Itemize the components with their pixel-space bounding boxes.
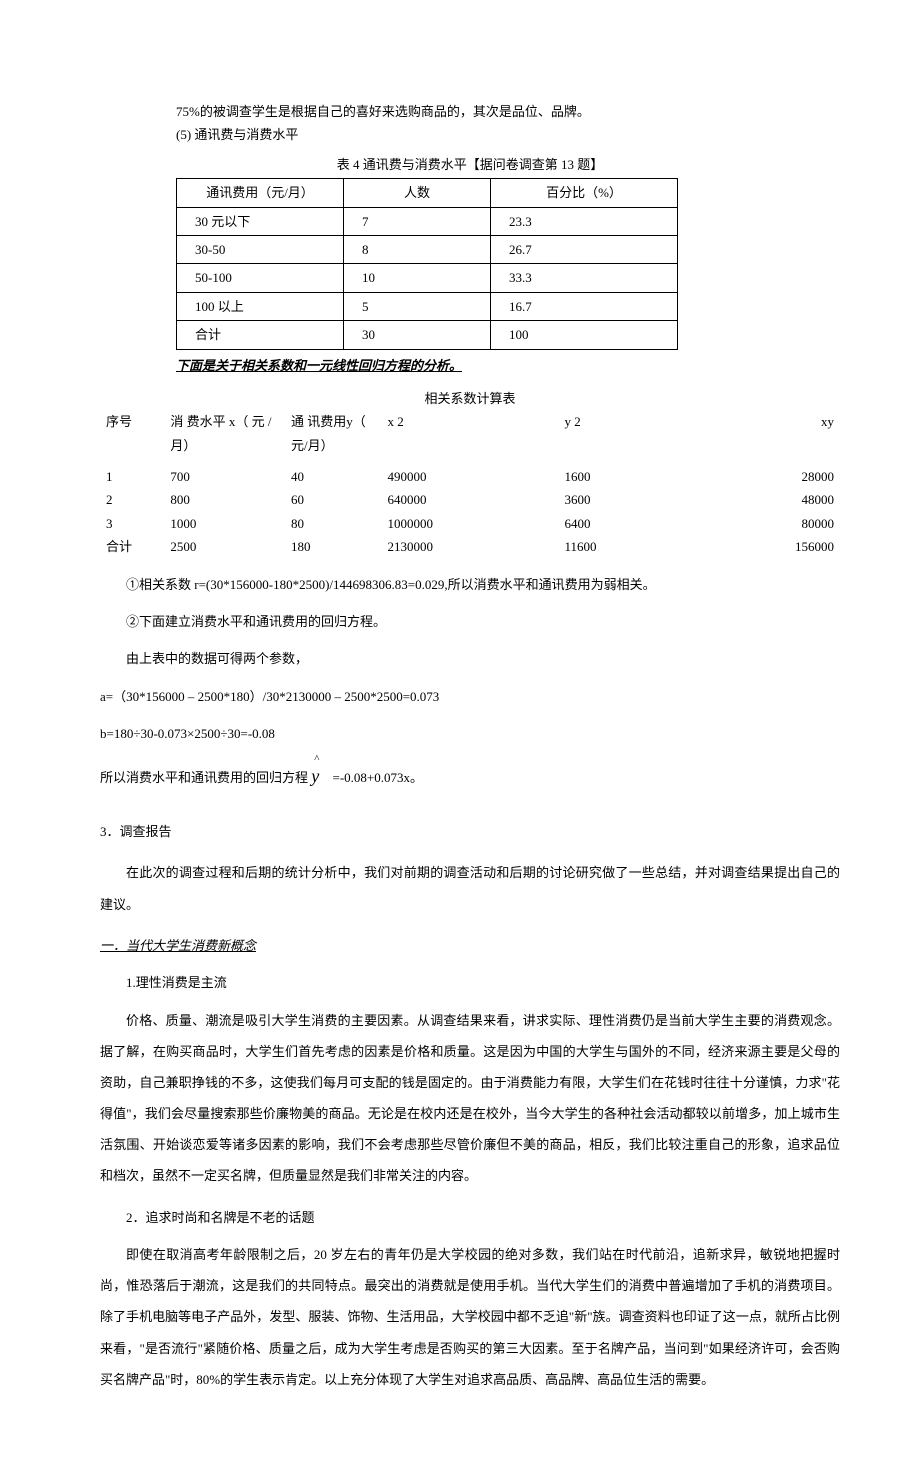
- table4-col-2: 百分比（%）: [491, 179, 678, 207]
- cell: 80: [285, 512, 382, 535]
- ch-2: 通 讯费用y（ 元/月）: [285, 410, 382, 457]
- step-4: a=（30*156000 – 2500*180）/30*2130000 – 25…: [100, 685, 840, 708]
- cell: 50-100: [177, 264, 344, 292]
- cell: 48000: [719, 488, 840, 511]
- cell: 合计: [177, 321, 344, 349]
- step-2: ②下面建立消费水平和通讯费用的回归方程。: [100, 610, 840, 633]
- table4-col-0: 通讯费用（元/月）: [177, 179, 344, 207]
- table4-title: 表 4 通讯费与消费水平【据问卷调查第 13 题】: [100, 153, 840, 176]
- cell: 100 以上: [177, 292, 344, 320]
- cell: 800: [164, 488, 285, 511]
- cell: 156000: [719, 535, 840, 558]
- ch-1: 消 费水平 x（ 元 /月）: [164, 410, 285, 457]
- table-row: 合计 30 100: [177, 321, 678, 349]
- correl-table: 序号 消 费水平 x（ 元 /月） 通 讯费用y（ 元/月） x 2 y 2 x…: [100, 410, 840, 558]
- section-1-title: 一．当代大学生消费新概念: [100, 934, 840, 957]
- cell: 2130000: [381, 535, 558, 558]
- step-6-pre: 所以消费水平和通讯费用的回归方程: [100, 770, 308, 785]
- section-1-2-body: 即使在取消高考年龄限制之后，20 岁左右的青年仍是大学校园的绝对多数，我们站在时…: [100, 1239, 840, 1395]
- cell: 30 元以下: [177, 207, 344, 235]
- cell: 3600: [558, 488, 719, 511]
- step-6-post: =-0.08+0.073x。: [333, 770, 424, 785]
- cell: 23.3: [491, 207, 678, 235]
- cell: 60: [285, 488, 382, 511]
- cell: 2500: [164, 535, 285, 558]
- cell: 100: [491, 321, 678, 349]
- cell: 1000000: [381, 512, 558, 535]
- table-row: 2 800 60 640000 3600 48000: [100, 488, 840, 511]
- table4: 通讯费用（元/月） 人数 百分比（%） 30 元以下 7 23.3 30-50 …: [176, 178, 678, 349]
- report-intro: 在此次的调查过程和后期的统计分析中，我们对前期的调查活动和后期的讨论研究做了一些…: [100, 857, 840, 919]
- table-row: 合计 2500 180 2130000 11600 156000: [100, 535, 840, 558]
- cell: 6400: [558, 512, 719, 535]
- step-5: b=180÷30-0.073×2500÷30=-0.08: [100, 722, 840, 745]
- correl-header: 序号 消 费水平 x（ 元 /月） 通 讯费用y（ 元/月） x 2 y 2 x…: [100, 410, 840, 457]
- yhat-symbol: y: [311, 760, 329, 792]
- cell: 合计: [100, 535, 164, 558]
- ch-5: xy: [719, 410, 840, 457]
- cell: 3: [100, 512, 164, 535]
- cell: 640000: [381, 488, 558, 511]
- cell: 1600: [558, 465, 719, 488]
- table-row: 30-50 8 26.7: [177, 235, 678, 263]
- table-row: 50-100 10 33.3: [177, 264, 678, 292]
- cell: 30-50: [177, 235, 344, 263]
- cell: 7: [344, 207, 491, 235]
- cell: 28000: [719, 465, 840, 488]
- cell: 80000: [719, 512, 840, 535]
- section-1-1-title: 1.理性消费是主流: [126, 971, 840, 994]
- cell: 30: [344, 321, 491, 349]
- cell: 16.7: [491, 292, 678, 320]
- table4-header-row: 通讯费用（元/月） 人数 百分比（%）: [177, 179, 678, 207]
- report-heading: 3．调查报告: [100, 820, 840, 843]
- cell: 490000: [381, 465, 558, 488]
- section-1-1-body: 价格、质量、潮流是吸引大学生消费的主要因素。从调查结果来看，讲求实际、理性消费仍…: [100, 1005, 840, 1192]
- ch-0: 序号: [100, 410, 164, 457]
- cell: 5: [344, 292, 491, 320]
- cell: 8: [344, 235, 491, 263]
- cell: 11600: [558, 535, 719, 558]
- cell: 1000: [164, 512, 285, 535]
- step-3: 由上表中的数据可得两个参数，: [100, 647, 840, 670]
- step-6: 所以消费水平和通讯费用的回归方程 y =-0.08+0.073x。: [100, 760, 840, 792]
- cell: 26.7: [491, 235, 678, 263]
- table-row: 3 1000 80 1000000 6400 80000: [100, 512, 840, 535]
- table4-col-1: 人数: [344, 179, 491, 207]
- section-1-2-title: 2．追求时尚和名牌是不老的话题: [126, 1206, 840, 1229]
- ch-3: x 2: [381, 410, 558, 457]
- ch-4: y 2: [558, 410, 719, 457]
- table-row: 100 以上 5 16.7: [177, 292, 678, 320]
- cell: 10: [344, 264, 491, 292]
- table-row: 1 700 40 490000 1600 28000: [100, 465, 840, 488]
- correl-title: 相关系数计算表: [100, 387, 840, 410]
- cell: 2: [100, 488, 164, 511]
- analysis-heading: 下面是关于相关系数和一元线性回归方程的分析。: [176, 354, 840, 377]
- intro-line-2: (5) 通讯费与消费水平: [176, 123, 840, 146]
- cell: 40: [285, 465, 382, 488]
- step-1: ①相关系数 r=(30*156000-180*2500)/144698306.8…: [100, 573, 840, 596]
- table-row: 30 元以下 7 23.3: [177, 207, 678, 235]
- intro-line-1: 75%的被调查学生是根据自己的喜好来选购商品的，其次是品位、品牌。: [176, 100, 840, 123]
- cell: 33.3: [491, 264, 678, 292]
- cell: 1: [100, 465, 164, 488]
- cell: 180: [285, 535, 382, 558]
- cell: 700: [164, 465, 285, 488]
